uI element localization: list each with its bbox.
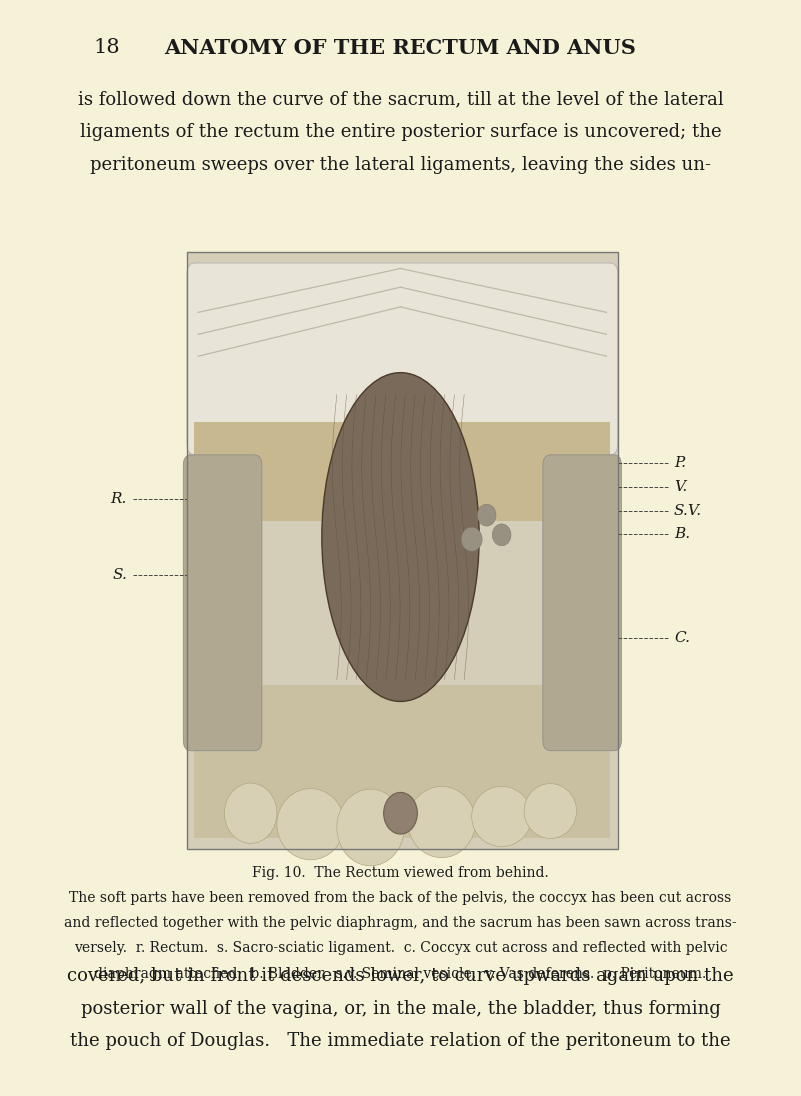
Ellipse shape bbox=[524, 784, 577, 838]
Text: The soft parts have been removed from the back of the pelvis, the coccyx has bee: The soft parts have been removed from th… bbox=[70, 891, 731, 905]
Text: C.: C. bbox=[674, 631, 690, 644]
Text: versely.  r. Rectum.  s. Sacro-sciatic ligament.  c. Coccyx cut across and refle: versely. r. Rectum. s. Sacro-sciatic lig… bbox=[74, 941, 727, 956]
Text: posterior wall of the vagina, or, in the male, the bladder, thus forming: posterior wall of the vagina, or, in the… bbox=[81, 1000, 720, 1017]
FancyBboxPatch shape bbox=[543, 455, 622, 751]
Text: covered, but in front it descends lower, to curve upwards again upon the: covered, but in front it descends lower,… bbox=[67, 967, 734, 984]
FancyBboxPatch shape bbox=[187, 263, 618, 455]
Text: the pouch of Douglas.   The immediate relation of the peritoneum to the: the pouch of Douglas. The immediate rela… bbox=[70, 1032, 731, 1050]
Ellipse shape bbox=[461, 527, 482, 551]
Text: is followed down the curve of the sacrum, till at the level of the lateral: is followed down the curve of the sacrum… bbox=[78, 90, 723, 107]
Text: 18: 18 bbox=[94, 38, 120, 57]
Ellipse shape bbox=[224, 783, 277, 844]
Text: Fig. 10.  The Rectum viewed from behind.: Fig. 10. The Rectum viewed from behind. bbox=[252, 866, 549, 880]
Text: S.: S. bbox=[112, 569, 127, 582]
Text: diaphragm attached.  b. Bladder.  s.v. Seminal vesicle.  v. Vas deferens.  p. Pe: diaphragm attached. b. Bladder. s.v. Sem… bbox=[95, 967, 706, 981]
FancyBboxPatch shape bbox=[183, 455, 262, 751]
Text: ANATOMY OF THE RECTUM AND ANUS: ANATOMY OF THE RECTUM AND ANUS bbox=[164, 38, 637, 58]
Bar bbox=[195, 422, 610, 521]
Text: R.: R. bbox=[111, 492, 127, 505]
Ellipse shape bbox=[477, 504, 496, 526]
Text: peritoneum sweeps over the lateral ligaments, leaving the sides un-: peritoneum sweeps over the lateral ligam… bbox=[90, 156, 711, 173]
Ellipse shape bbox=[322, 373, 479, 701]
Bar bbox=[195, 685, 610, 838]
Bar bbox=[187, 252, 618, 849]
Ellipse shape bbox=[337, 789, 405, 866]
Bar bbox=[187, 252, 618, 849]
Ellipse shape bbox=[277, 789, 344, 859]
Text: V.: V. bbox=[674, 480, 687, 493]
Ellipse shape bbox=[493, 524, 511, 546]
Ellipse shape bbox=[472, 787, 532, 846]
Ellipse shape bbox=[408, 787, 476, 857]
Text: S.V.: S.V. bbox=[674, 504, 702, 517]
Text: B.: B. bbox=[674, 527, 690, 540]
Ellipse shape bbox=[384, 792, 417, 834]
Text: ligaments of the rectum the entire posterior surface is uncovered; the: ligaments of the rectum the entire poste… bbox=[79, 123, 722, 140]
Text: P.: P. bbox=[674, 456, 686, 469]
Text: and reflected together with the pelvic diaphragm, and the sacrum has been sawn a: and reflected together with the pelvic d… bbox=[64, 916, 737, 931]
